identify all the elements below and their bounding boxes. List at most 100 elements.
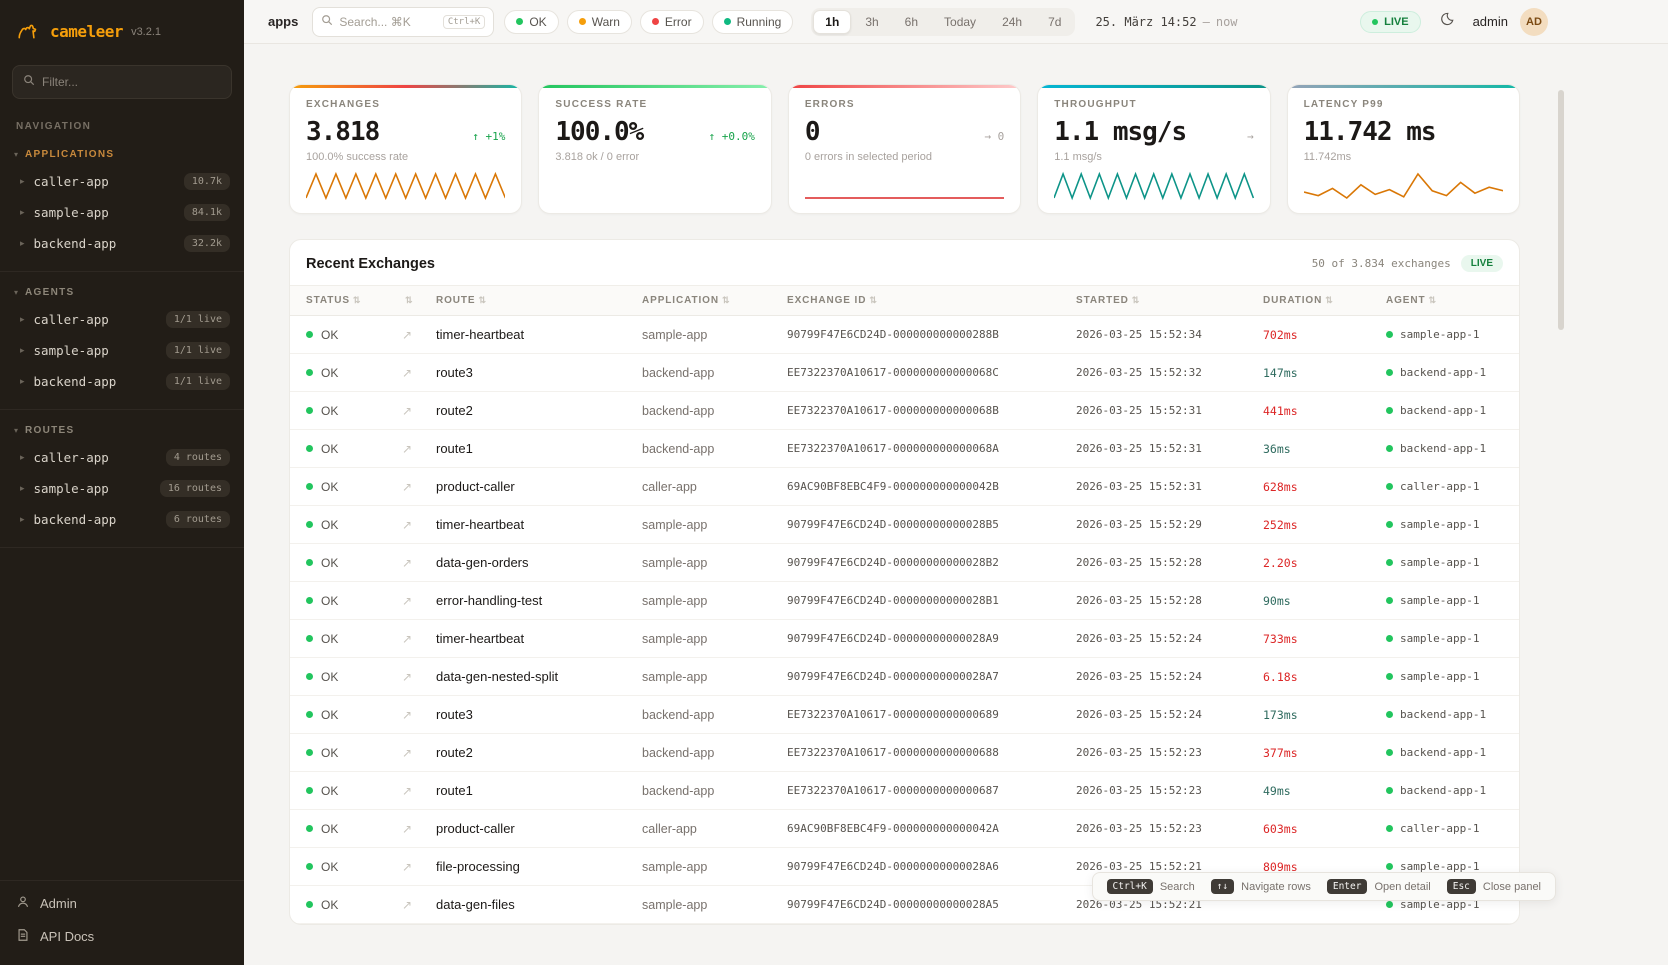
table-row[interactable]: OK ↗ route2 backend-app EE7322370A10617-0000… (290, 733, 1519, 772)
status-filter-label: OK (529, 14, 547, 29)
table-row[interactable]: OK ↗ product-caller caller-app 69AC90BF8EBC4… (290, 809, 1519, 848)
open-exchange-icon[interactable]: ↗ (402, 670, 413, 684)
open-exchange-icon[interactable]: ↗ (402, 746, 413, 760)
status-cell: OK (290, 353, 394, 392)
sidebar-item-sample-app[interactable]: ▸ sample-app 1/1 live (0, 335, 244, 366)
column-header-duration[interactable]: DURATION ⇅ (1255, 285, 1378, 316)
route-cell: data-gen-files (428, 885, 634, 924)
status-filter-warn[interactable]: Warn (566, 9, 632, 34)
open-exchange-icon[interactable]: ↗ (402, 366, 413, 380)
sidebar-item-caller-app[interactable]: ▸ caller-app 1/1 live (0, 304, 244, 335)
sidebar-item-sample-app[interactable]: ▸ sample-app 16 routes (0, 473, 244, 504)
nav-section-header[interactable]: ▾ ROUTES (0, 420, 244, 442)
sidebar-item-sample-app[interactable]: ▸ sample-app 84.1k (0, 197, 244, 228)
status-filter-error[interactable]: Error (639, 9, 704, 34)
open-exchange-icon[interactable]: ↗ (402, 404, 413, 418)
status-ok-dot (306, 483, 313, 490)
chevron-right-icon: ▸ (20, 345, 25, 355)
sidebar-filter[interactable] (12, 65, 232, 99)
status-cell: OK (290, 695, 394, 734)
column-header-exchange-id[interactable]: EXCHANGE ID ⇅ (779, 285, 1068, 316)
table-row[interactable]: OK ↗ route2 backend-app EE7322370A10617-0000… (290, 391, 1519, 430)
table-row[interactable]: OK ↗ product-caller caller-app 69AC90BF8EBC4… (290, 467, 1519, 506)
table-row[interactable]: OK ↗ timer-heartbeat sample-app 90799F47E6CD… (290, 619, 1519, 658)
stat-subtext: 3.818 ok / 0 error (555, 151, 640, 163)
sidebar-item-backend-app[interactable]: ▸ backend-app 6 routes (0, 504, 244, 535)
nav-section-header[interactable]: ▾ AGENTS (0, 282, 244, 304)
column-header-status[interactable]: STATUS ⇅ (290, 285, 394, 316)
open-exchange-icon[interactable]: ↗ (402, 556, 413, 570)
nav-section-header[interactable]: ▾ APPLICATIONS (0, 144, 244, 166)
sidebar-item-backend-app[interactable]: ▸ backend-app 1/1 live (0, 366, 244, 397)
column-header-started[interactable]: STARTED ⇅ (1068, 285, 1255, 316)
avatar[interactable]: AD (1520, 7, 1548, 36)
table-row[interactable]: OK ↗ route1 backend-app EE7322370A10617-0000… (290, 429, 1519, 468)
status-cell: OK (290, 543, 394, 582)
date-range-separator: — (1202, 14, 1210, 29)
table-row[interactable]: OK ↗ timer-heartbeat sample-app 90799F47E6CD… (290, 315, 1519, 354)
status-cell: OK (290, 619, 394, 658)
open-exchange-icon[interactable]: ↗ (402, 822, 413, 836)
stat-subtext: 100.0% success rate (306, 151, 409, 163)
open-exchange-icon[interactable]: ↗ (402, 784, 413, 798)
sidebar-item-caller-app[interactable]: ▸ caller-app 10.7k (0, 166, 244, 197)
open-exchange-icon[interactable]: ↗ (402, 860, 413, 874)
status-filter-running[interactable]: Running (711, 9, 794, 34)
table-row[interactable]: OK ↗ data-gen-files sample-app 90799F47E6CD2… (290, 885, 1519, 924)
duration-cell: 90ms (1255, 581, 1378, 620)
time-range-6h[interactable]: 6h (904, 14, 919, 29)
time-range-7d[interactable]: 7d (1048, 14, 1062, 29)
open-exchange-icon[interactable]: ↗ (402, 518, 413, 532)
footer-link-api-docs[interactable]: API Docs (16, 928, 228, 945)
live-toggle[interactable]: LIVE (1360, 10, 1421, 33)
column-header-open[interactable]: ⇅ (394, 285, 428, 316)
table-row[interactable]: OK ↗ error-handling-test sample-app 90799F47… (290, 581, 1519, 620)
theme-toggle-button[interactable] (1433, 8, 1461, 36)
sort-icon: ⇅ (721, 295, 731, 305)
caret-down-icon: ▾ (14, 426, 19, 435)
agent-cell: sample-app-1 (1378, 315, 1519, 354)
started-cell: 2026-03-25 15:52:31 (1068, 429, 1255, 468)
open-exchange-icon[interactable]: ↗ (402, 328, 413, 342)
keyboard-hint: Enter Open detail (1326, 879, 1431, 894)
footer-link-admin[interactable]: Admin (16, 895, 228, 912)
table-row[interactable]: OK ↗ file-processing sample-app 90799F47E6CD… (290, 847, 1519, 886)
table-row[interactable]: OK ↗ timer-heartbeat sample-app 90799F47E6CD… (290, 505, 1519, 544)
date-range[interactable]: 25. März 14:52 — now (1095, 15, 1237, 29)
sidebar-filter-input[interactable] (42, 75, 221, 89)
table-row[interactable]: OK ↗ route3 backend-app EE7322370A10617-0000… (290, 353, 1519, 392)
time-range-today[interactable]: Today (944, 14, 977, 29)
open-exchange-icon[interactable]: ↗ (402, 632, 413, 646)
open-exchange-icon[interactable]: ↗ (402, 442, 413, 456)
open-exchange-icon[interactable]: ↗ (402, 898, 413, 912)
open-exchange-icon[interactable]: ↗ (402, 708, 413, 722)
search-input[interactable] (339, 14, 437, 29)
duration-cell: 36ms (1255, 429, 1378, 468)
table-row[interactable]: OK ↗ route3 backend-app EE7322370A10617-0000… (290, 695, 1519, 734)
duration-value: 809ms (1263, 860, 1298, 874)
status-filter-ok[interactable]: OK (504, 9, 559, 34)
sidebar-item-caller-app[interactable]: ▸ caller-app 4 routes (0, 442, 244, 473)
sidebar: cameleer v3.2.1 NAVIGATION ▾ APPLICATIONS… (0, 0, 244, 965)
open-exchange-icon[interactable]: ↗ (402, 480, 413, 494)
time-range-3h[interactable]: 3h (865, 14, 879, 29)
table-row[interactable]: OK ↗ data-gen-nested-split sample-app 90799F… (290, 657, 1519, 696)
sidebar-item-backend-app[interactable]: ▸ backend-app 32.2k (0, 228, 244, 259)
status-ok-dot (306, 825, 313, 832)
time-range-24h[interactable]: 24h (1002, 14, 1023, 29)
open-exchange-icon[interactable]: ↗ (402, 594, 413, 608)
table-row[interactable]: OK ↗ route1 backend-app EE7322370A10617-0000… (290, 771, 1519, 810)
column-header-route[interactable]: ROUTE ⇅ (428, 285, 634, 316)
column-header-agent[interactable]: AGENT ⇅ (1378, 285, 1519, 316)
time-range-1h[interactable]: 1h (813, 9, 852, 34)
column-header-application[interactable]: APPLICATION ⇅ (634, 285, 779, 316)
duration-cell: 377ms (1255, 733, 1378, 772)
keyboard-hint: ↑↓ Navigate rows (1210, 879, 1311, 894)
sidebar-item-badge: 1/1 live (165, 342, 230, 359)
global-search[interactable]: Ctrl+K (312, 6, 495, 37)
table-row[interactable]: OK ↗ data-gen-orders sample-app 90799F47E6CD… (290, 543, 1519, 582)
scrollbar-thumb[interactable] (1558, 90, 1564, 330)
keyboard-hints-bar: Ctrl+K Search ↑↓ Navigate rows Enter Open det… (1091, 872, 1556, 901)
status-cell: OK (290, 771, 394, 810)
agent-live-dot (1386, 711, 1393, 718)
